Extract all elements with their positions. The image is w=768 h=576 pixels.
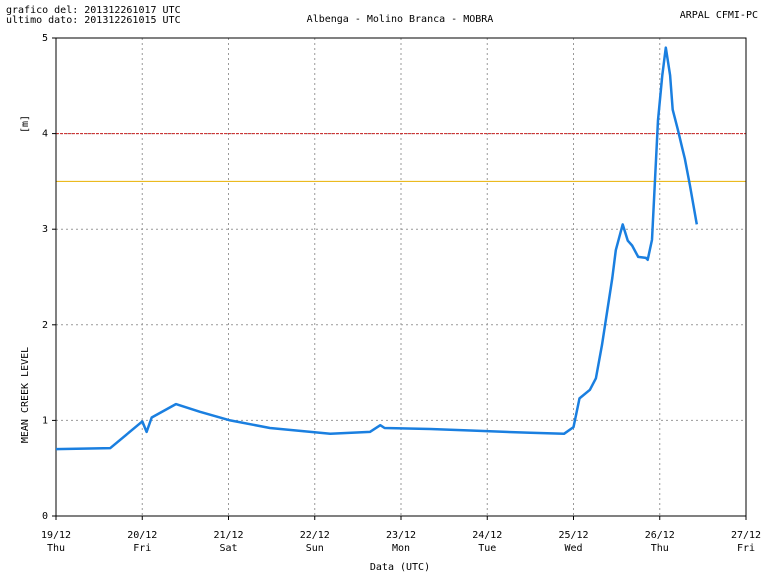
y-tick-label: 4	[42, 129, 48, 140]
x-tick-weekday: Sun	[306, 543, 324, 554]
x-tick-weekday: Thu	[651, 543, 669, 554]
y-tick-label: 2	[42, 320, 48, 331]
header-last-data: ultimo dato: 201312261015 UTC	[6, 15, 181, 26]
y-tick-label: 5	[42, 33, 48, 44]
x-tick-label: 20/12	[127, 530, 157, 541]
x-tick-label: 23/12	[386, 530, 416, 541]
x-tick-weekday: Thu	[47, 543, 65, 554]
x-tick-weekday: Wed	[564, 543, 582, 554]
x-tick-weekday: Fri	[133, 543, 151, 554]
x-tick-label: 27/12	[731, 530, 761, 541]
y-tick-label: 3	[42, 224, 48, 235]
y-axis-label: MEAN CREEK LEVEL	[20, 347, 31, 443]
header-generated: grafico del: 201312261017 UTC	[6, 5, 181, 16]
y-tick-label: 0	[42, 511, 48, 522]
x-tick-weekday: Sat	[219, 543, 237, 554]
plot-frame	[55, 37, 747, 517]
x-tick-label: 21/12	[213, 530, 243, 541]
level-line	[55, 46, 699, 451]
y-unit-label: [m]	[20, 115, 31, 133]
chart-title: Albenga - Molino Branca - MOBRA	[307, 14, 494, 25]
y-tick-label: 1	[42, 415, 48, 426]
x-tick-weekday: Tue	[478, 543, 496, 554]
x-tick-weekday: Fri	[737, 543, 755, 554]
x-tick-weekday: Mon	[392, 543, 410, 554]
x-axis-label: Data (UTC)	[370, 562, 430, 573]
x-tick-label: 24/12	[472, 530, 502, 541]
x-tick-label: 25/12	[558, 530, 588, 541]
header-source: ARPAL CFMI-PC	[680, 10, 758, 21]
x-tick-label: 22/12	[300, 530, 330, 541]
x-tick-label: 26/12	[645, 530, 675, 541]
x-tick-label: 19/12	[41, 530, 71, 541]
